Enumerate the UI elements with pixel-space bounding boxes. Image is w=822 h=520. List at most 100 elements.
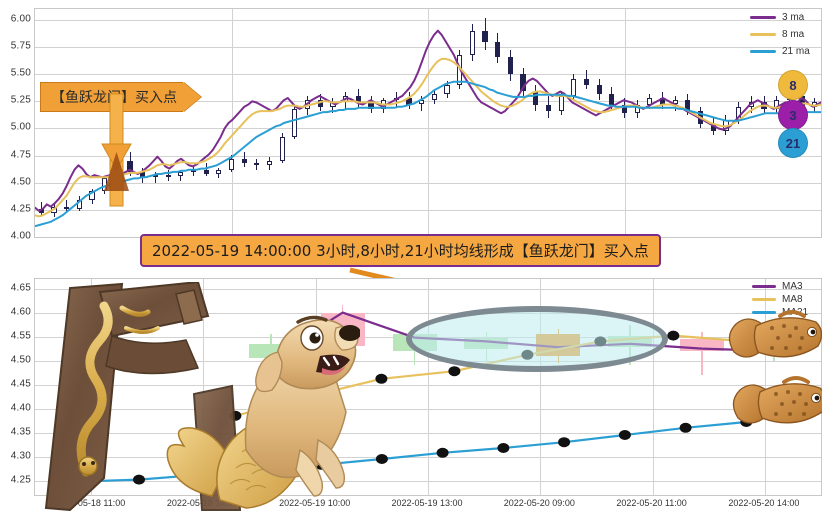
candle-body [254, 163, 260, 166]
candle-body [533, 91, 539, 105]
legend-swatch-3-ma [750, 15, 776, 19]
ma-line-21-ma [35, 80, 821, 228]
legend-row: MA8 [752, 293, 808, 305]
data-point-marker [679, 422, 692, 433]
legend-row: 21 ma [750, 44, 810, 58]
gridline [428, 279, 429, 495]
candle-body [355, 95, 361, 103]
y-axis-tick-label: 6.00 [10, 13, 31, 25]
y-axis-tick-label: 4.00 [10, 230, 31, 242]
candle-body [292, 108, 298, 138]
ma-line-MA21 [77, 420, 748, 483]
data-point-marker [193, 469, 206, 480]
data-point-marker [375, 373, 388, 384]
candle-body [469, 30, 475, 55]
data-point-marker [618, 430, 631, 440]
gridline [624, 9, 626, 237]
x-axis-tick-label: 2022-05-20 09:00 [503, 498, 575, 508]
candle-body [317, 100, 323, 107]
lower-y-axis: 4.65 4.60 4.55 4.50 4.45 4.40 4.35 4.30 4.25 [0, 272, 31, 500]
y-axis-tick-label: 4.30 [10, 450, 31, 462]
y-axis-tick-label: 5.00 [10, 121, 31, 133]
legend-row: MA21 [752, 306, 808, 318]
legend-row: 3 ma [750, 10, 810, 24]
legend-swatch-MA8 [752, 297, 776, 301]
y-axis-tick-label: 4.25 [10, 474, 31, 486]
candle-body [165, 175, 171, 177]
lower-chart-panel: 4.65 4.60 4.55 4.50 4.45 4.40 4.35 4.30 4.25 202… [0, 272, 822, 520]
y-axis-tick-label: 4.65 [10, 282, 31, 294]
lower-plot-area[interactable] [34, 278, 822, 496]
gridline [231, 9, 233, 237]
candle-wick [154, 171, 156, 183]
candle-body [368, 102, 374, 109]
data-point-marker [302, 391, 315, 402]
candle-body [799, 95, 805, 107]
data-point-marker [133, 474, 145, 485]
candle-body [216, 169, 222, 174]
candle-body [583, 78, 590, 85]
candle-body [152, 175, 159, 178]
x-axis-tick-label: 2022-05-20 14:00 [728, 498, 800, 508]
legend-row: 8 ma [750, 27, 810, 41]
y-axis-tick-label: 4.60 [10, 306, 31, 318]
legend-label: 21 ma [782, 45, 810, 57]
x-axis-tick-label: 2022-05-19 10:00 [279, 498, 351, 508]
candle-body [203, 169, 209, 174]
y-axis-tick-label: 4.75 [10, 149, 31, 161]
legend-label: 8 ma [782, 28, 805, 40]
legend-row: MA3 [752, 280, 808, 292]
ma-badge-21[interactable]: 21 [778, 128, 808, 158]
candle-body [266, 161, 273, 166]
candle-body [596, 85, 602, 94]
y-axis-tick-label: 5.25 [10, 94, 31, 106]
data-point-marker [375, 454, 388, 464]
candle-body [545, 104, 552, 111]
legend-swatch-MA3 [752, 284, 776, 288]
legend-label: 3 ma [782, 11, 805, 23]
candle-body [659, 98, 666, 105]
data-point-marker [229, 410, 242, 421]
candle-body [495, 41, 501, 57]
candle-body [178, 171, 184, 177]
gridline [540, 279, 542, 495]
ma-badge-3[interactable]: 3 [778, 100, 808, 130]
gridline [652, 279, 654, 495]
x-axis-tick-label: 2022-05-19 13:00 [391, 498, 463, 508]
candle-body [64, 206, 70, 209]
candle-body [482, 30, 488, 42]
legend-swatch-MA21 [752, 310, 776, 314]
candle-wick [66, 200, 68, 211]
candle-body [444, 85, 450, 94]
y-axis-tick-label: 4.40 [10, 402, 31, 414]
candle-body [228, 158, 235, 170]
y-axis-tick-label: 4.55 [10, 330, 31, 342]
candle-body [419, 100, 425, 105]
lower-chart-legend: MA3 MA8 MA21 [752, 280, 808, 319]
callout-label: 2022-05-19 14:00:00 3小时,8小时,21小时均线形成【鱼跃龙… [152, 242, 649, 260]
candle-body [710, 124, 716, 131]
candle-body [609, 93, 615, 105]
upper-chart-legend: 3 ma 8 ma 21 ma [750, 10, 810, 61]
data-point-marker [497, 443, 510, 453]
banner-label: 【鱼跃龙门】买入点 [51, 90, 177, 106]
y-axis-tick-label: 5.75 [10, 40, 31, 52]
data-point-marker [667, 330, 680, 341]
y-axis-tick-label: 4.35 [10, 426, 31, 438]
candle-body [621, 104, 628, 114]
lower-x-axis: 2022-05-18 11:00 2022-05-18 14:00 2022-05-… [34, 498, 820, 518]
lower-ma-lines [72, 311, 775, 487]
ma-badge-8[interactable]: 8 [778, 70, 808, 100]
upper-plot-area[interactable] [34, 8, 822, 238]
ma-line-3-ma [35, 29, 821, 212]
buy-point-banner: 【鱼跃龙门】买入点 [40, 82, 201, 112]
upper-ma-lines [35, 29, 821, 228]
data-point-marker [558, 437, 571, 448]
data-point-marker [740, 336, 753, 347]
y-axis-tick-label: 4.50 [10, 176, 31, 188]
x-axis-tick-label: 2022-05-18 14:00 [166, 498, 238, 508]
y-axis-tick-label: 4.50 [10, 354, 31, 366]
candle-body [241, 158, 247, 164]
data-point-marker [740, 417, 753, 427]
